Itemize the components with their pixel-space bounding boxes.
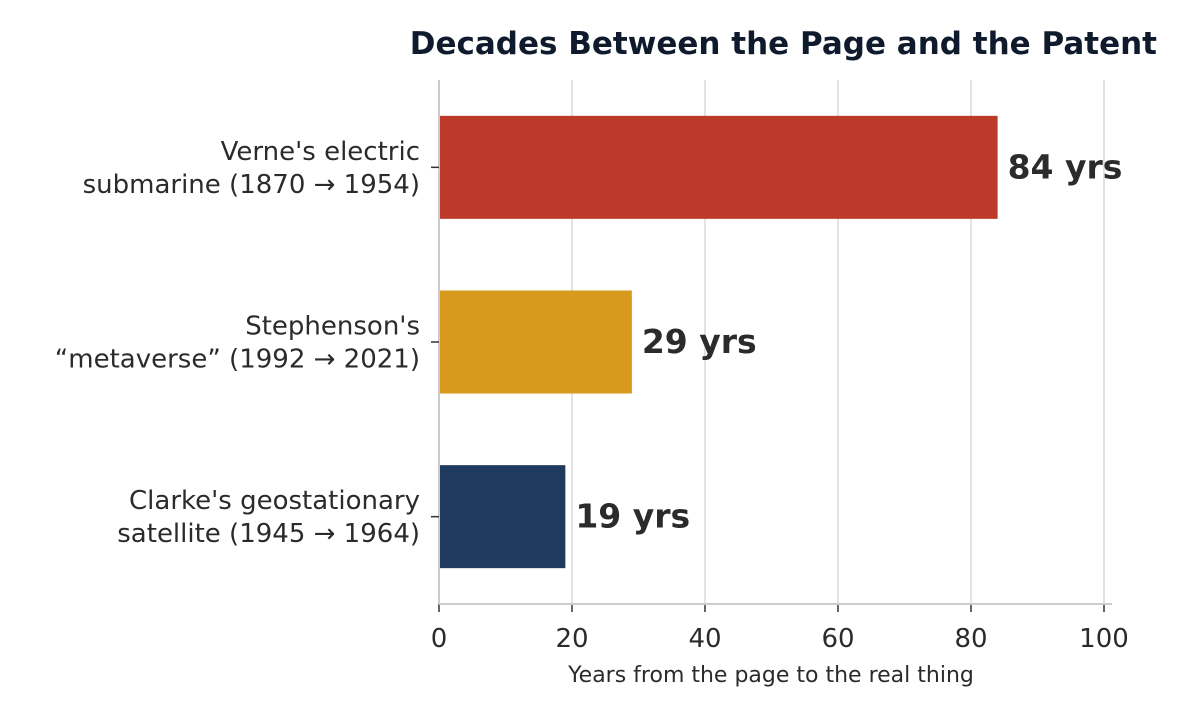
category-label-line: Verne's electric: [221, 137, 420, 167]
category-label: Clarke's geostationary satellite (1945 → …: [117, 486, 420, 549]
x-tick-label: 100: [1079, 624, 1129, 654]
y-axis: Verne's electric submarine (1870 → 1954) S…: [55, 80, 440, 604]
chart-title: Decades Between the Page and the Patent: [410, 26, 1157, 62]
x-tick-label: 20: [555, 624, 588, 654]
x-axis: 0 20 40 60 80 100: [431, 603, 1129, 654]
x-tick-label: 60: [821, 624, 854, 654]
bar: [439, 290, 632, 394]
category-label-line: “metaverse” (1992 → 2021): [55, 345, 420, 375]
bars: 84 yrs 29 yrs 19 yrs: [439, 115, 1123, 569]
category-label-line: Stephenson's: [245, 312, 420, 342]
bar: [439, 115, 998, 219]
x-tick-label: 80: [954, 624, 987, 654]
category-label-line: submarine (1870 → 1954): [83, 170, 420, 200]
category-label-line: satellite (1945 → 1964): [117, 519, 420, 549]
x-tick-label: 40: [688, 624, 721, 654]
value-label: 29 yrs: [642, 322, 757, 361]
x-tick-label: 0: [431, 624, 448, 654]
category-label-line: Clarke's geostationary: [129, 486, 420, 516]
category-label: Stephenson's “metaverse” (1992 → 2021): [55, 312, 420, 375]
x-axis-label: Years from the page to the real thing: [567, 663, 974, 688]
bar: [439, 465, 566, 569]
value-label: 84 yrs: [1008, 147, 1123, 186]
category-label: Verne's electric submarine (1870 → 1954): [83, 137, 420, 200]
value-label: 19 yrs: [575, 497, 690, 536]
